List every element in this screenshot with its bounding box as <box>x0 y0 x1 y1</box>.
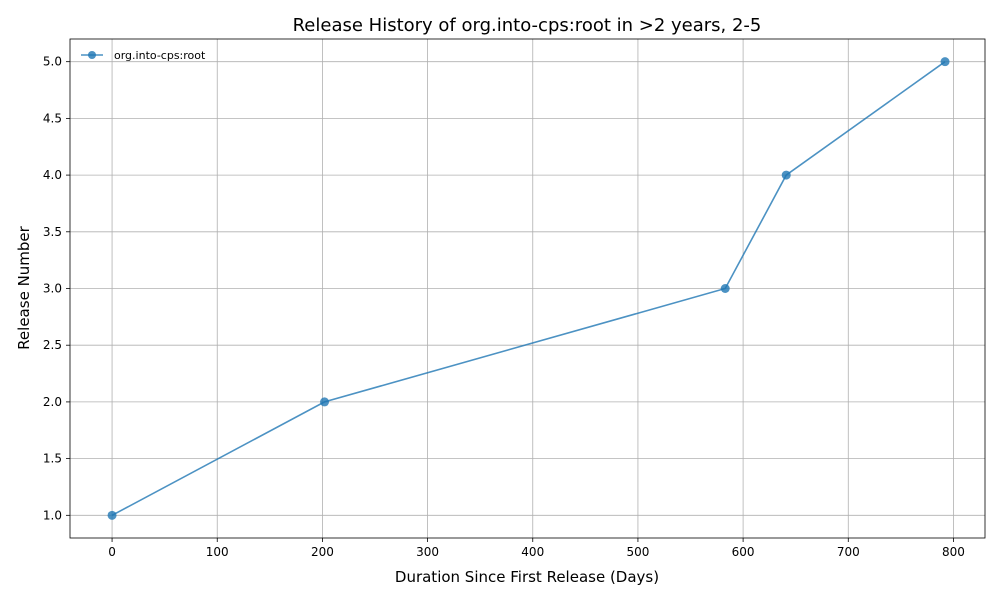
x-tick-label: 700 <box>837 545 860 559</box>
data-point <box>781 170 791 180</box>
x-tick-label: 600 <box>732 545 755 559</box>
y-tick-label: 2.0 <box>43 395 62 409</box>
y-tick-label: 4.0 <box>43 168 62 182</box>
x-tick-label: 400 <box>521 545 544 559</box>
data-point <box>720 284 730 293</box>
x-tick-label: 500 <box>626 545 649 559</box>
data-point <box>940 57 950 67</box>
y-axis: 1.0 1.5 2.0 2.5 3.0 3.5 4.0 4.5 5.0 <box>43 55 70 522</box>
x-tick-label: 300 <box>416 545 439 559</box>
x-axis-label: Duration Since First Release (Days) <box>395 568 659 586</box>
x-tick-label: 100 <box>206 545 229 559</box>
series-layer <box>107 57 950 520</box>
y-tick-label: 5.0 <box>43 55 62 69</box>
legend-label: org.into-cps:root <box>114 49 206 62</box>
y-tick-label: 1.0 <box>43 508 62 522</box>
legend-marker-swatch <box>88 51 96 59</box>
y-tick-label: 2.5 <box>43 338 62 352</box>
chart-title: Release History of org.into-cps:root in … <box>293 15 762 36</box>
grid-lines <box>70 39 985 538</box>
y-tick-label: 3.5 <box>43 225 62 239</box>
data-point <box>107 510 117 520</box>
data-point <box>320 397 330 407</box>
y-tick-label: 4.5 <box>43 111 62 125</box>
x-tick-label: 0 <box>108 545 116 559</box>
x-tick-label: 200 <box>311 545 334 559</box>
y-tick-label: 1.5 <box>43 452 62 466</box>
x-tick-label: 800 <box>942 545 965 559</box>
x-axis: 0 100 200 300 400 500 600 700 800 <box>108 538 965 559</box>
legend: org.into-cps:root <box>81 49 206 62</box>
y-tick-label: 3.0 <box>43 282 62 296</box>
y-axis-label: Release Number <box>15 225 33 349</box>
